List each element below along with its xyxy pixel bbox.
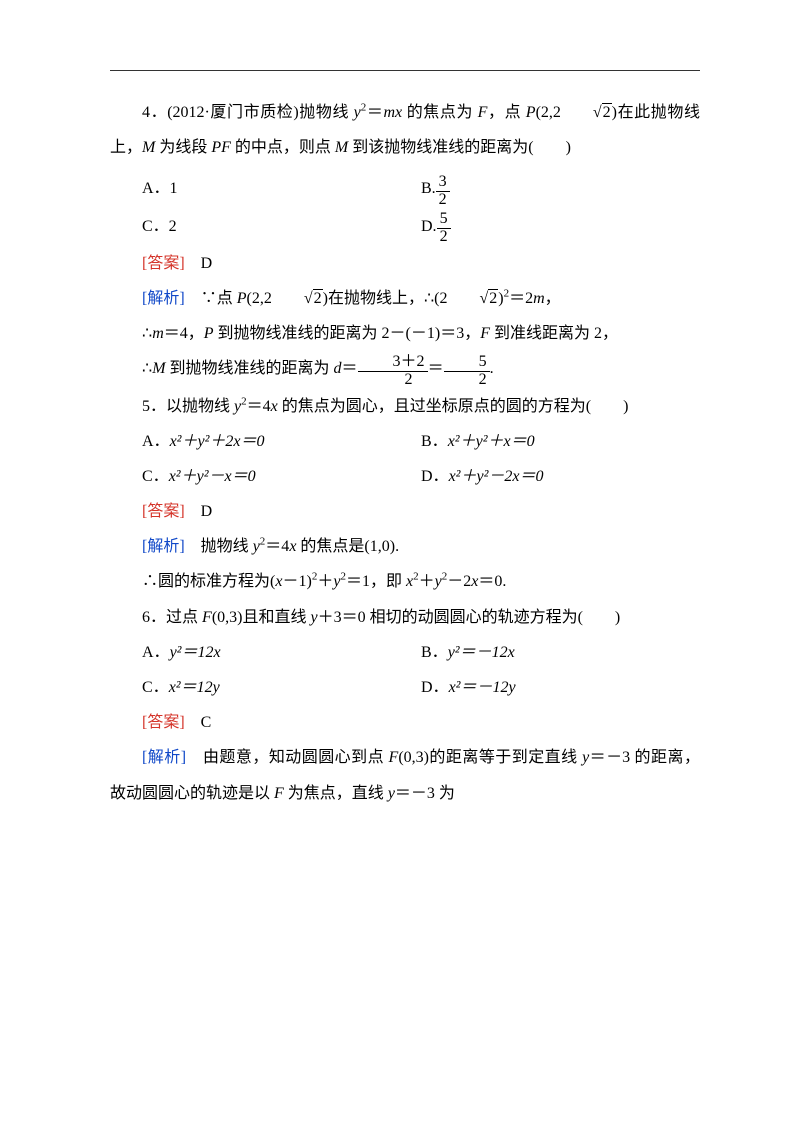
sqrt-icon: √2 [272,281,323,316]
sqrt-icon: √2 [447,281,498,316]
therefore-icon [142,573,158,590]
q6-analysis: [解析] 由题意，知动圆圆心到点 F(0,3)的距离等于到定直线 y＝－3 的距… [110,740,700,810]
q5-analysis-line2: 圆的标准方程为(x－1)2＋y2＝1，即 x2＋y2－2x＝0. [110,564,700,599]
q6-answer: [答案] C [110,705,700,740]
q4-source: (2012·厦门市质检) [167,104,299,121]
q4-options-row2: C．2 D.52 [142,209,700,246]
q4-analysis-line1: [解析] 点 P(2,2√2)在抛物线上，(2√2)2＝2m， [110,281,700,316]
fraction: 3＋22 [358,354,428,389]
q5-option-c: C．x²＋y²－x＝0 [142,459,421,494]
because-icon [201,290,217,307]
q4-analysis-line2: m＝4，P 到抛物线准线的距离为 2－(－1)＝3，F 到准线距离为 2， [110,316,700,351]
q6-options-row2: C．x²＝12y D．x²＝－12y [142,670,700,705]
top-rule [110,70,700,71]
fraction: 52 [444,354,490,389]
q5-number: 5． [142,398,166,415]
q6-option-b: B．y²＝－12x [421,635,700,670]
page: 4．(2012·厦门市质检)抛物线 y2＝mx 的焦点为 F，点 P(2,2√2… [0,0,800,1132]
answer-label: [答案] [142,714,185,731]
q5-option-d: D．x²＋y²－2x＝0 [421,459,700,494]
q4-stem: 4．(2012·厦门市质检)抛物线 y2＝mx 的焦点为 F，点 P(2,2√2… [110,95,700,165]
sqrt-icon: √2 [561,95,612,130]
q5-option-a: A．x²＋y²＋2x＝0 [142,424,421,459]
q4-option-c: C．2 [142,209,421,246]
analysis-label: [解析] [142,538,185,555]
fraction: 52 [437,211,451,246]
analysis-label: [解析] [142,749,186,766]
q4-number: 4． [142,104,167,121]
q5-options-row2: C．x²＋y²－x＝0 D．x²＋y²－2x＝0 [142,459,700,494]
q5-stem: 5．以抛物线 y2＝4x 的焦点为圆心，且过坐标原点的圆的方程为( ) [110,389,700,424]
answer-label: [答案] [142,503,185,520]
therefore-icon [142,360,152,377]
q4-answer: [答案] D [110,246,700,281]
analysis-label: [解析] [142,290,185,307]
q5-analysis-line1: [解析] 抛物线 y2＝4x 的焦点是(1,0). [110,529,700,564]
q4-options-row1: A．1 B.32 [142,171,700,208]
q5-options-row1: A．x²＋y²＋2x＝0 B．x²＋y²＋x＝0 [142,424,700,459]
answer-label: [答案] [142,255,185,272]
q6-stem: 6．过点 F(0,3)且和直线 y＋3＝0 相切的动圆圆心的轨迹方程为( ) [110,600,700,635]
q5-option-b: B．x²＋y²＋x＝0 [421,424,700,459]
q4-analysis-line3: M 到抛物线准线的距离为 d＝3＋22＝52. [110,351,700,388]
q4-option-a: A．1 [142,171,421,208]
therefore-icon [424,290,434,307]
q6-option-c: C．x²＝12y [142,670,421,705]
q4-option-d: D.52 [421,209,700,246]
q5-answer: [答案] D [110,494,700,529]
q4-option-b: B.32 [421,171,700,208]
q6-options-row1: A．y²＝12x B．y²＝－12x [142,635,700,670]
q6-number: 6． [142,609,166,626]
q6-option-d: D．x²＝－12y [421,670,700,705]
therefore-icon [142,325,152,342]
q6-option-a: A．y²＝12x [142,635,421,670]
fraction: 32 [436,174,450,209]
